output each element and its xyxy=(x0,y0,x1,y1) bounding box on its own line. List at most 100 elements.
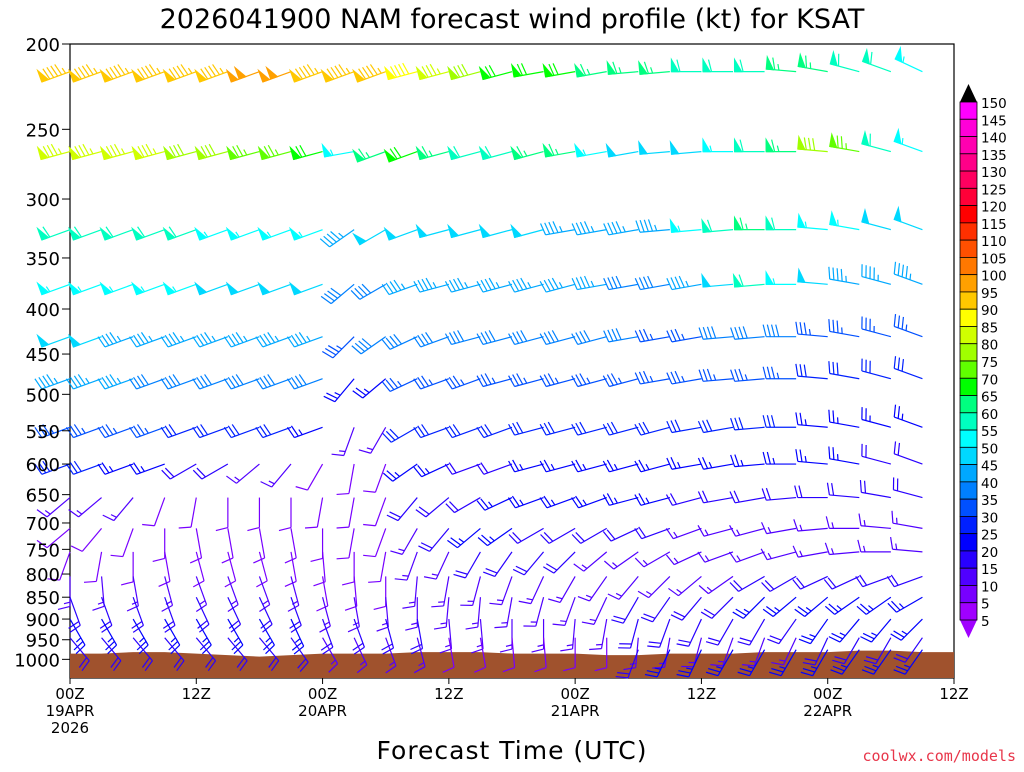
y-tick-label: 900 xyxy=(26,610,60,631)
colorbar-swatch xyxy=(960,551,977,568)
colorbar-swatch xyxy=(960,206,977,223)
y-tick-label: 850 xyxy=(26,588,60,609)
colorbar-label: 65 xyxy=(981,390,998,406)
x-tick-label: 12Z xyxy=(687,685,716,703)
colorbar-label: 140 xyxy=(981,131,1007,147)
barb-half xyxy=(902,414,903,420)
barb-half xyxy=(339,451,345,452)
colorbar-swatch xyxy=(960,568,977,585)
surface-terrain xyxy=(70,651,954,678)
y-tick-label: 250 xyxy=(26,120,60,141)
colorbar-label: 50 xyxy=(981,441,998,457)
colorbar-swatch xyxy=(960,585,977,602)
x-tick-label: 00Z xyxy=(308,685,337,703)
barb-half xyxy=(902,138,903,144)
colorbar-swatch xyxy=(960,240,977,257)
x-tick-label: 00Z xyxy=(813,685,842,703)
colorbar-swatch xyxy=(960,603,977,620)
colorbar-swatch xyxy=(960,344,977,361)
colorbar-swatch xyxy=(960,102,977,119)
colorbar-label: 115 xyxy=(981,217,1007,233)
colorbar-swatch xyxy=(960,413,977,430)
x-tick-label: 12Z xyxy=(939,685,968,703)
colorbar-label: 130 xyxy=(981,165,1007,181)
colorbar-label: 60 xyxy=(981,407,998,423)
x-tick-label: 22APR xyxy=(803,702,852,720)
colorbar-label: 35 xyxy=(981,493,998,509)
barb-half xyxy=(906,325,907,331)
x-tick-label: 19APR xyxy=(46,702,95,720)
colorbar-label: 30 xyxy=(981,510,998,526)
y-tick-label: 500 xyxy=(26,385,60,406)
colorbar-label: 15 xyxy=(981,562,998,578)
colorbar-swatch xyxy=(960,292,977,309)
colorbar-label: 90 xyxy=(981,303,998,319)
colorbar-label: 105 xyxy=(981,251,1007,267)
colorbar-swatch xyxy=(960,378,977,395)
x-axis-label: Forecast Time (UTC) xyxy=(377,736,648,765)
colorbar-label: 45 xyxy=(981,459,998,475)
y-tick-label: 450 xyxy=(26,345,60,366)
colorbar-swatch xyxy=(960,257,977,274)
colorbar-label: 5 xyxy=(981,614,990,630)
y-tick-label: 750 xyxy=(26,540,60,561)
colorbar-label: 80 xyxy=(981,338,998,354)
colorbar-swatch xyxy=(960,137,977,154)
colorbar-label: 40 xyxy=(981,476,998,492)
colorbar-swatch xyxy=(960,119,977,136)
colorbar-swatch xyxy=(960,430,977,447)
terrain-fill xyxy=(70,651,954,678)
colorbar-label: 85 xyxy=(981,320,998,336)
barb-half xyxy=(560,621,566,622)
barb-half xyxy=(402,575,408,576)
colorbar-swatch xyxy=(960,447,977,464)
barb-half xyxy=(718,661,724,662)
y-tick-label: 300 xyxy=(26,190,60,211)
colorbar-label: 100 xyxy=(981,269,1007,285)
colorbar-label: 75 xyxy=(981,355,998,371)
x-tick-label: 00Z xyxy=(560,685,589,703)
colorbar-swatch xyxy=(960,465,977,482)
colorbar-swatch xyxy=(960,361,977,378)
barb-half xyxy=(910,274,911,280)
colorbar-label: 10 xyxy=(981,579,998,595)
y-tick-label: 400 xyxy=(26,300,60,321)
colorbar-swatch xyxy=(960,223,977,240)
y-tick-label: 950 xyxy=(26,631,60,652)
x-tick-label: 00Z xyxy=(55,685,84,703)
y-tick-label: 200 xyxy=(26,35,60,56)
credit-text: coolwx.com/models xyxy=(862,747,1016,765)
colorbar-label: 145 xyxy=(981,113,1007,129)
colorbar-label: 120 xyxy=(981,200,1007,216)
colorbar-swatch xyxy=(960,309,977,326)
y-tick-label: 550 xyxy=(26,422,60,443)
x-tick-label: 2026 xyxy=(51,719,89,737)
y-tick-label: 1000 xyxy=(14,650,60,671)
colorbar-label: 95 xyxy=(981,286,998,302)
colorbar-label: 25 xyxy=(981,528,998,544)
colorbar-swatch xyxy=(960,534,977,551)
y-tick-label: 800 xyxy=(26,565,60,586)
colorbar-label: 135 xyxy=(981,148,1007,164)
y-tick-label: 350 xyxy=(26,249,60,270)
colorbar-swatch xyxy=(960,396,977,413)
colorbar-label: 110 xyxy=(981,234,1007,250)
x-tick-label: 12Z xyxy=(434,685,463,703)
colorbar-label: 150 xyxy=(981,96,1007,112)
x-tick-label: 21APR xyxy=(551,702,600,720)
colorbar-swatch xyxy=(960,275,977,292)
barb-half xyxy=(497,600,503,601)
colorbar-swatch xyxy=(960,326,977,343)
barb-half xyxy=(750,661,756,662)
colorbar-label: 20 xyxy=(981,545,998,561)
colorbar-label: 70 xyxy=(981,372,998,388)
x-tick-label: 20APR xyxy=(298,702,347,720)
colorbar-swatch xyxy=(960,482,977,499)
colorbar-label: 5 xyxy=(981,597,990,613)
y-tick-label: 700 xyxy=(26,514,60,535)
y-tick-label: 600 xyxy=(26,455,60,476)
colorbar-swatch xyxy=(960,516,977,533)
colorbar-label: 55 xyxy=(981,424,998,440)
colorbar-swatch xyxy=(960,499,977,516)
